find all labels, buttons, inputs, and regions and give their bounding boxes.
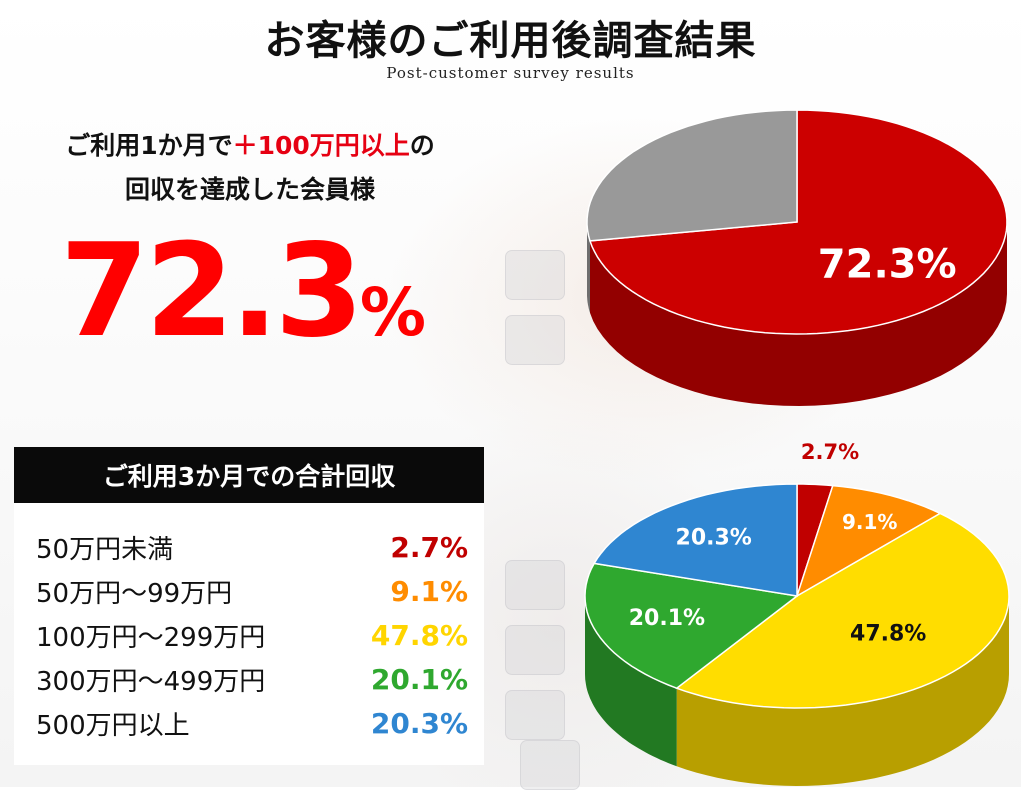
breakdown-label: 500万円以上 [36, 710, 190, 741]
pie-slice-label: 20.1% [629, 606, 705, 631]
pie-slice-label: 2.7% [801, 440, 859, 464]
pie-slice [592, 483, 798, 597]
big-percentage-unit: % [359, 274, 426, 351]
breakdown-row: 50万円～99万円 9.1% [36, 569, 468, 613]
breakdown-row: 300万円～499万円 20.1% [36, 657, 468, 701]
pie-chart-top: 72.3% [586, 109, 1008, 406]
pie-slice-side [587, 222, 590, 313]
breakdown-row: 500万円以上 20.3% [36, 701, 468, 745]
pie-slice [675, 512, 1010, 709]
pie-slice-label: 47.8% [850, 621, 926, 646]
breakdown-value: 47.8% [370, 618, 468, 652]
keyboard-key-decoration [520, 740, 580, 790]
pie-slice [588, 109, 1008, 335]
keyboard-key-decoration [505, 625, 565, 675]
breakdown-value: 9.1% [390, 574, 468, 608]
pie-slice-label: 72.3% [818, 242, 957, 288]
headline-line-1: ご利用1か月で＋100万円以上の [10, 126, 490, 162]
pie-slice-side [590, 222, 1007, 406]
page-title: お客様のご利用後調査結果 [264, 17, 757, 64]
headline-highlight: ＋100万円以上 [232, 131, 410, 160]
breakdown-row: 100万円～299万円 47.8% [36, 613, 468, 657]
big-percentage-number: 72.3 [60, 217, 364, 366]
breakdown-value: 20.1% [370, 662, 468, 696]
pie-slice [795, 484, 942, 598]
keyboard-key-decoration [505, 315, 565, 365]
page-subtitle: Post-customer survey results [386, 64, 635, 82]
headline-prefix: ご利用1か月で [65, 131, 233, 160]
breakdown-value: 2.7% [390, 530, 468, 564]
breakdown-label: 50万円未満 [36, 534, 174, 565]
breakdown-label: 100万円～299万円 [36, 622, 266, 653]
pie-slice-side [676, 596, 1009, 786]
keyboard-key-decoration [505, 560, 565, 610]
headline-line-2: 回収を達成した会員様 [124, 175, 375, 204]
big-percentage: 72.3% [60, 228, 480, 356]
headline-suffix: の [409, 131, 435, 160]
pie-slice-side [585, 596, 677, 767]
pie-chart-bottom: 2.7% 9.1% 47.8% 20.1% 20.3% [584, 440, 1010, 786]
breakdown-value: 20.3% [370, 706, 468, 740]
breakdown-label: 50万円～99万円 [36, 578, 233, 609]
keyboard-key-decoration [505, 250, 565, 300]
breakdown-row: 50万円未満 2.7% [36, 525, 468, 569]
keyboard-key-decoration [505, 690, 565, 740]
panel-title: ご利用3か月での合計回収 [14, 447, 484, 503]
pie-slice-label: 9.1% [842, 510, 897, 534]
pie-slice-label: 20.3% [676, 526, 752, 551]
pie-slice [584, 562, 799, 690]
pie-slice [586, 109, 798, 242]
breakdown-label: 300万円～499万円 [36, 666, 266, 697]
breakdown-panel: 50万円未満 2.7% 50万円～99万円 9.1% 100万円～299万円 4… [14, 503, 484, 765]
